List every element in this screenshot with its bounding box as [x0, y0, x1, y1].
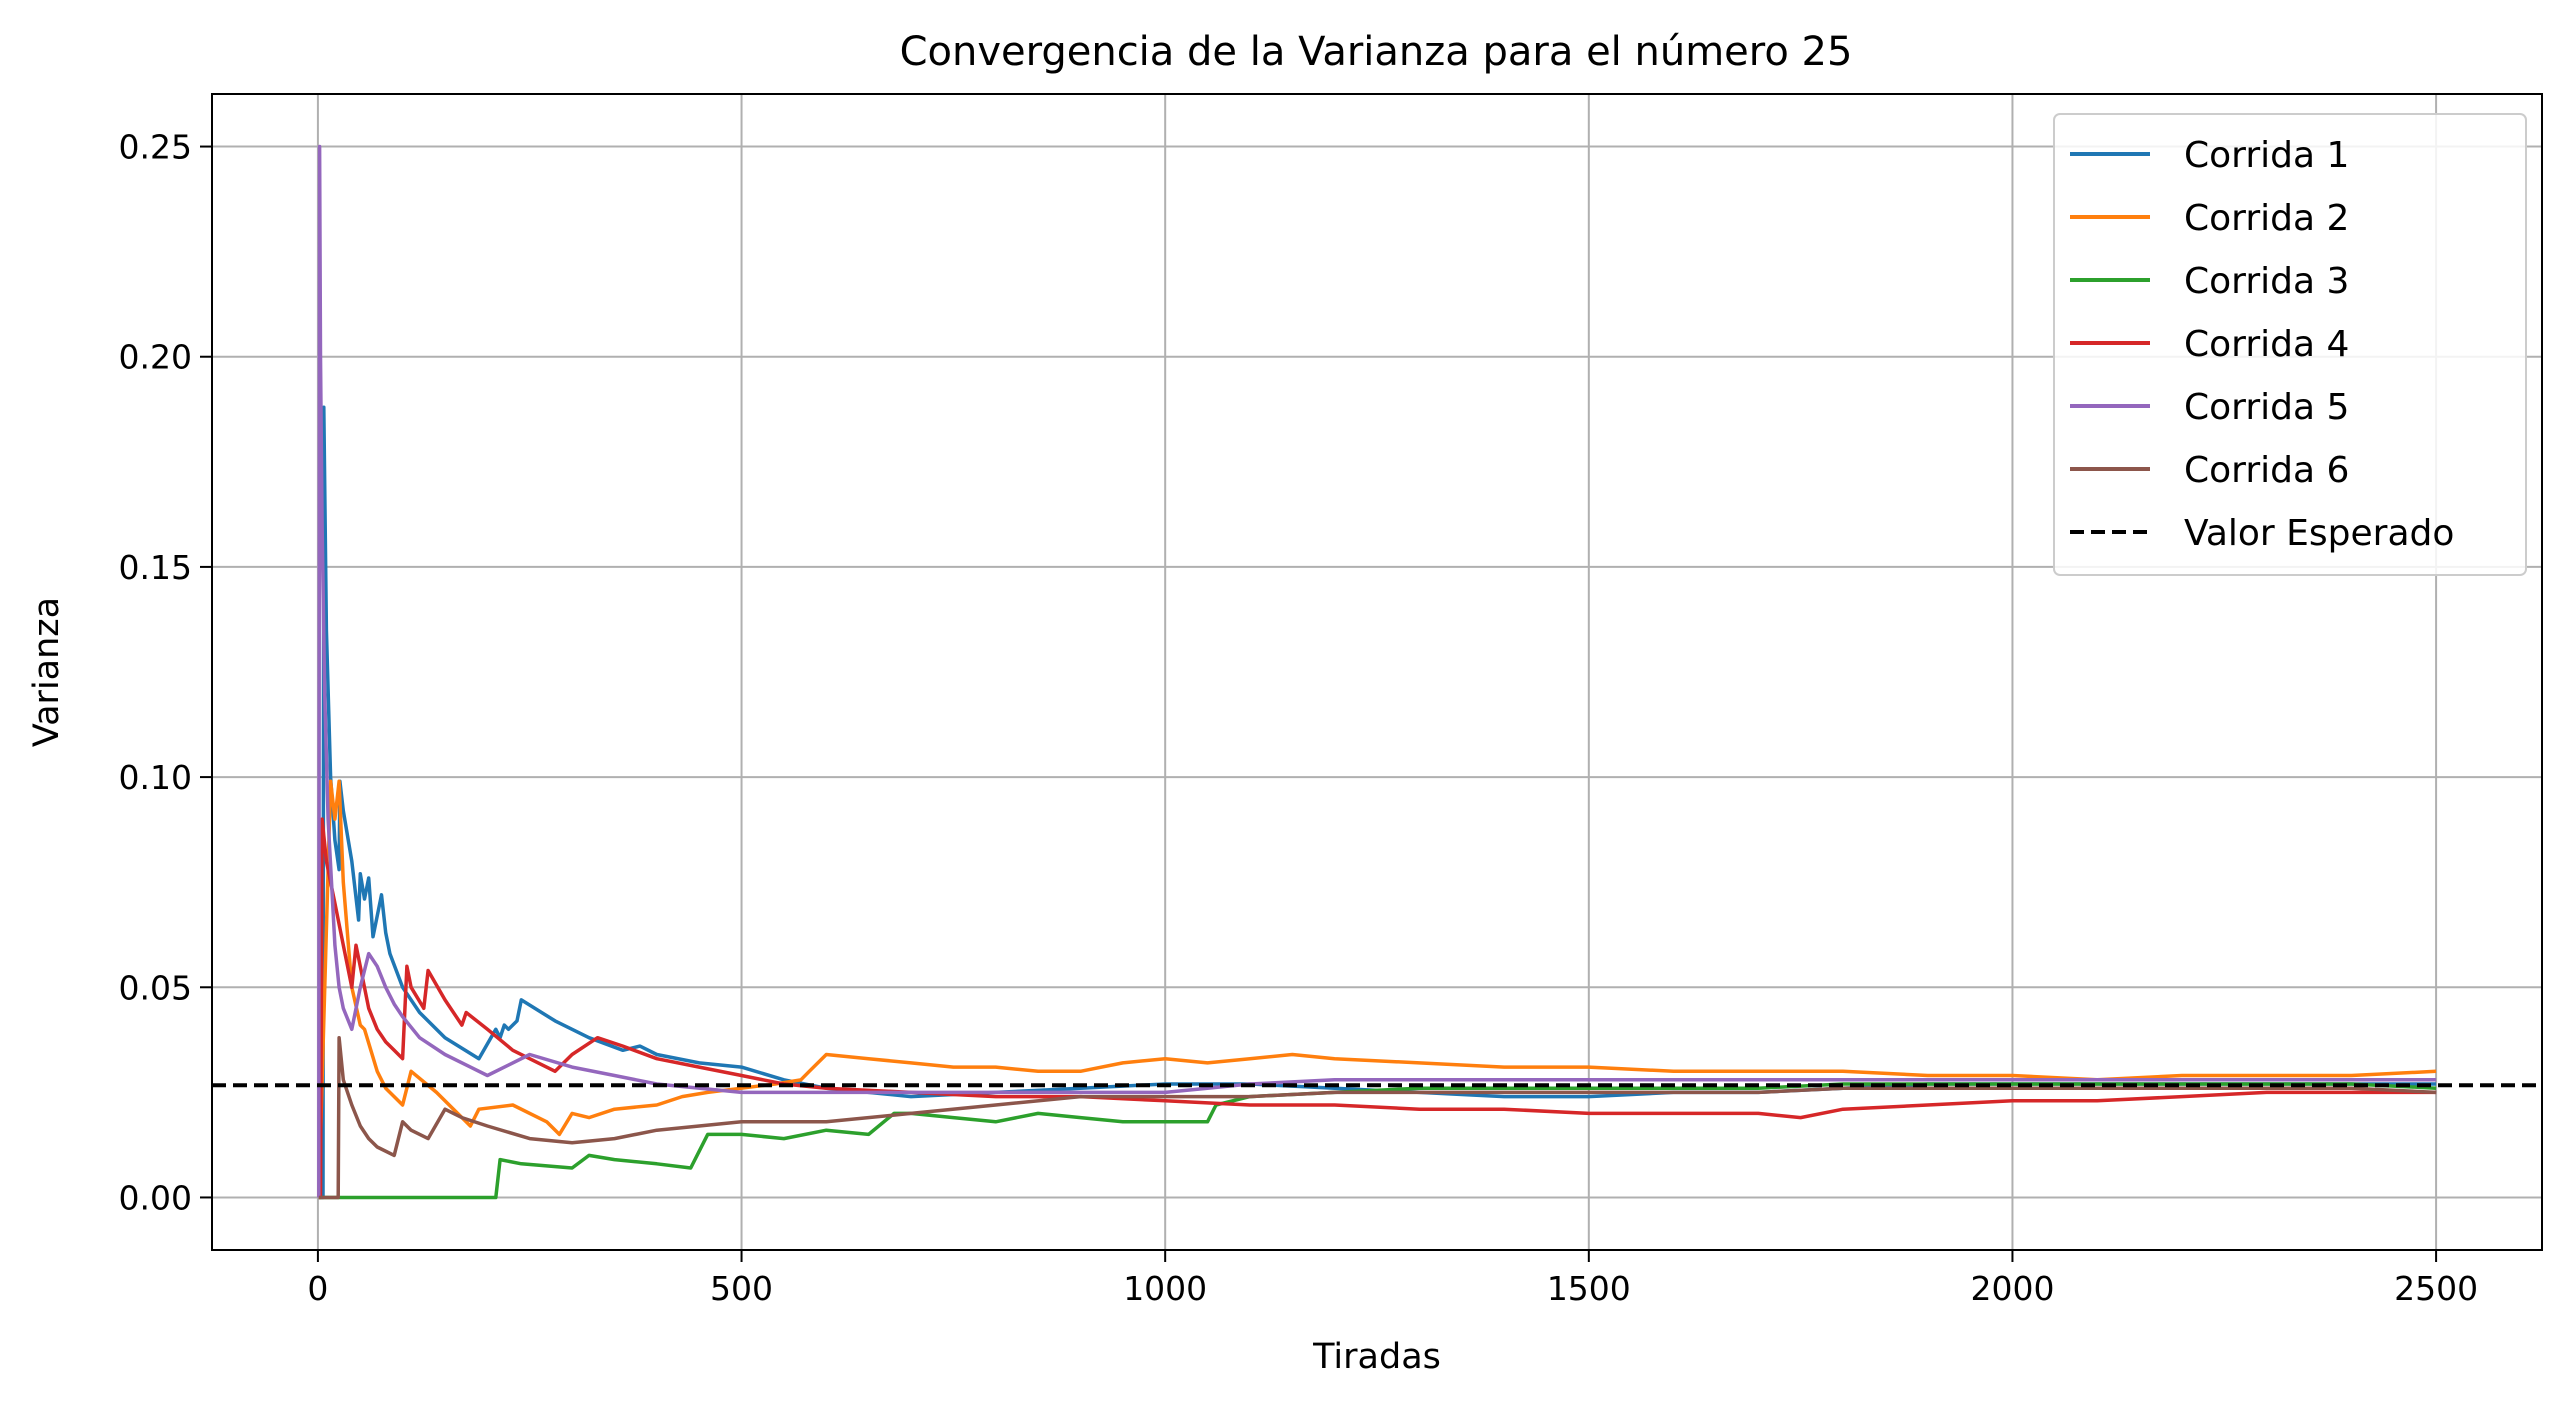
- legend-label-2: Corrida 2: [2184, 198, 2349, 239]
- chart-title: Convergencia de la Varianza para el núme…: [900, 29, 1853, 75]
- x-tick-label-4: 2000: [1970, 1269, 2054, 1308]
- series-line-6: [318, 1035, 2437, 1200]
- y-axis-label: Varianza: [27, 597, 67, 747]
- legend-box: [2053, 113, 2527, 576]
- x-axis-label: Tiradas: [1312, 1337, 1441, 1377]
- x-tick-label-1: 500: [710, 1269, 773, 1308]
- x-tick-label-5: 2500: [2394, 1269, 2478, 1308]
- y-tick-label-0: 0.00: [119, 1178, 192, 1217]
- x-tick-label-0: 0: [307, 1269, 328, 1308]
- y-tick-label-3: 0.15: [119, 548, 192, 587]
- legend: Corrida 1 Corrida 2 Corrida 3 Corrida 4 Corr…: [2053, 113, 2527, 576]
- legend-label-3: Corrida 3: [2184, 261, 2349, 302]
- legend-label-1: Corrida 1: [2184, 135, 2349, 176]
- y-tick-label-1: 0.05: [119, 968, 192, 1007]
- series-line-5: [317, 144, 2437, 1198]
- legend-label-4: Corrida 4: [2184, 324, 2349, 365]
- legend-label-5: Corrida 5: [2184, 387, 2349, 428]
- y-tick-label-2: 0.10: [119, 758, 192, 797]
- x-tick-label-2: 1000: [1123, 1269, 1207, 1308]
- x-tick-label-3: 1500: [1547, 1269, 1631, 1308]
- legend-label-6: Corrida 6: [2184, 450, 2349, 491]
- plot-frame: [211, 93, 2543, 1251]
- y-tick-label-5: 0.25: [119, 128, 192, 167]
- y-tick-label-4: 0.20: [119, 338, 192, 377]
- series-line-2: [317, 779, 2437, 1198]
- legend-label-7: Valor Esperado: [2184, 513, 2454, 554]
- series-line-4: [318, 817, 2437, 1200]
- axis-ticks: 0 500 1000 1500 2000 2500 0.00 0.05 0.10 0.15 0.20…: [119, 128, 2479, 1308]
